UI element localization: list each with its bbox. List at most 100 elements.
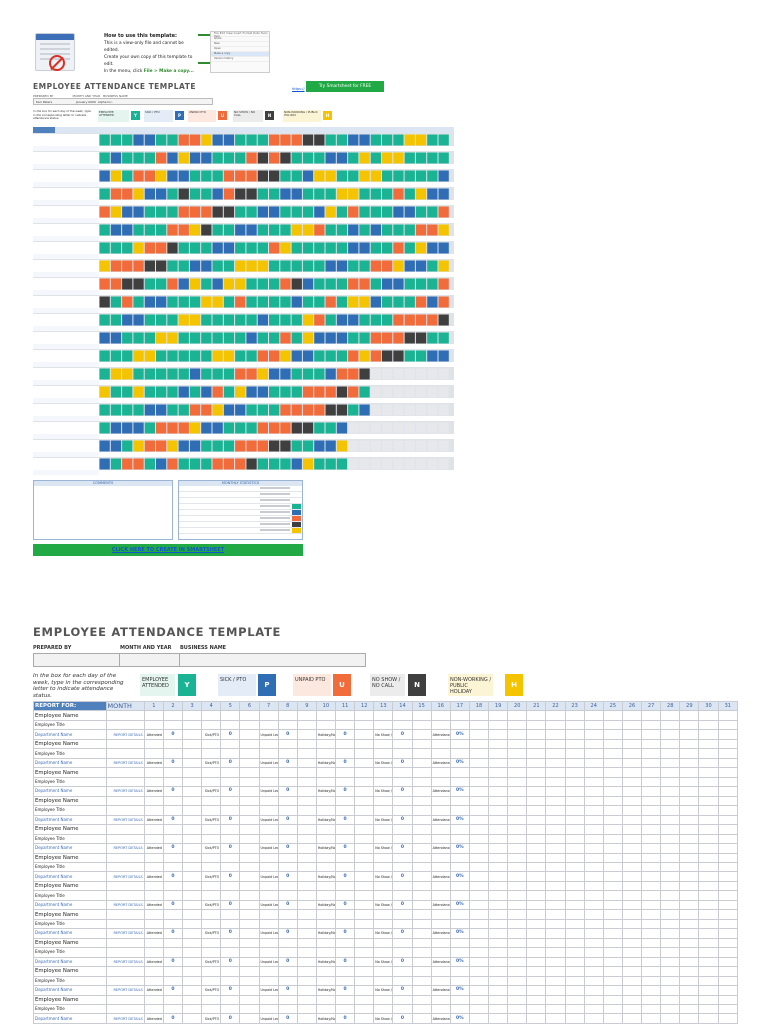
attendance-cell[interactable] [277,890,298,901]
attendance-cell[interactable] [602,1003,623,1015]
attendance-cell[interactable] [545,966,566,977]
attendance-cell[interactable] [335,824,356,835]
employee-name[interactable]: Employee Name [33,738,107,750]
attendance-cell[interactable] [239,861,260,873]
attendance-cell[interactable] [468,824,490,835]
attendance-cell[interactable] [679,833,700,845]
attendance-cell[interactable] [258,1003,279,1015]
attendance-cell[interactable] [392,833,413,845]
attendance-cell[interactable] [239,710,260,721]
attendance-cell[interactable] [201,767,222,778]
attendance-cell[interactable] [430,833,451,845]
attendance-cell[interactable] [411,767,432,778]
attendance-cell[interactable] [220,748,241,759]
attendance-cell[interactable] [660,719,681,731]
attendance-cell[interactable] [526,861,547,873]
attendance-cell[interactable] [296,738,317,750]
attendance-cell[interactable] [392,947,413,958]
attendance-cell[interactable] [621,852,643,863]
attendance-cell[interactable] [488,748,509,759]
attendance-cell[interactable] [239,966,260,977]
attendance-cell[interactable] [526,966,547,977]
attendance-cell[interactable] [564,833,585,845]
attendance-cell[interactable] [354,975,375,987]
attendance-cell[interactable] [335,719,356,731]
attendance-cell[interactable] [641,861,662,873]
attendance-cell[interactable] [277,824,298,835]
attendance-cell[interactable] [258,738,279,750]
attendance-cell[interactable] [717,719,739,731]
attendance-cell[interactable] [239,1003,260,1015]
attendance-cell[interactable] [679,937,700,949]
attendance-cell[interactable] [239,975,260,987]
attendance-cell[interactable] [660,947,681,958]
attendance-cell[interactable] [698,880,719,892]
attendance-cell[interactable] [162,937,184,949]
attendance-cell[interactable] [641,1003,662,1015]
attendance-cell[interactable] [296,947,317,958]
attendance-cell[interactable] [507,909,528,920]
attendance-cell[interactable] [277,918,298,930]
attendance-cell[interactable] [545,880,566,892]
attendance-cell[interactable] [315,719,337,731]
attendance-cell[interactable] [564,918,585,930]
attendance-cell[interactable] [411,805,432,816]
attendance-cell[interactable] [621,880,643,892]
attendance-cell[interactable] [354,880,375,892]
attendance-cell[interactable] [392,852,413,863]
attendance-cell[interactable] [201,918,222,930]
attendance-cell[interactable] [143,738,164,750]
attendance-cell[interactable] [679,975,700,987]
attendance-cell[interactable] [258,776,279,788]
attendance-cell[interactable] [392,767,413,778]
attendance-cell[interactable] [602,738,623,750]
attendance-cell[interactable] [641,748,662,759]
month-year-field[interactable] [120,654,180,666]
attendance-cell[interactable] [315,805,337,816]
attendance-cell[interactable] [220,918,241,930]
attendance-cell[interactable] [392,738,413,750]
attendance-cell[interactable] [717,1003,739,1015]
attendance-cell[interactable] [660,776,681,788]
attendance-cell[interactable] [602,824,623,835]
attendance-cell[interactable] [583,738,604,750]
attendance-cell[interactable] [354,748,375,759]
attendance-cell[interactable] [698,994,719,1006]
attendance-cell[interactable] [296,824,317,835]
attendance-cell[interactable] [660,852,681,863]
attendance-cell[interactable] [239,824,260,835]
attendance-cell[interactable] [641,890,662,901]
attendance-cell[interactable] [507,833,528,845]
attendance-cell[interactable] [239,833,260,845]
attendance-cell[interactable] [182,748,203,759]
attendance-cell[interactable] [220,795,241,807]
attendance-cell[interactable] [354,966,375,977]
attendance-cell[interactable] [526,776,547,788]
attendance-cell[interactable] [373,719,394,731]
attendance-cell[interactable] [296,795,317,807]
attendance-cell[interactable] [583,805,604,816]
attendance-cell[interactable] [335,748,356,759]
attendance-cell[interactable] [296,975,317,987]
attendance-cell[interactable] [296,805,317,816]
attendance-cell[interactable] [162,975,184,987]
attendance-cell[interactable] [488,824,509,835]
attendance-cell[interactable] [488,861,509,873]
attendance-cell[interactable] [449,719,470,731]
attendance-cell[interactable] [201,994,222,1006]
attendance-cell[interactable] [602,890,623,901]
attendance-cell[interactable] [468,776,490,788]
attendance-cell[interactable] [449,767,470,778]
attendance-cell[interactable] [277,937,298,949]
attendance-cell[interactable] [449,947,470,958]
attendance-cell[interactable] [641,824,662,835]
attendance-cell[interactable] [296,880,317,892]
attendance-cell[interactable] [162,852,184,863]
attendance-cell[interactable] [449,833,470,845]
attendance-cell[interactable] [583,710,604,721]
attendance-cell[interactable] [335,937,356,949]
attendance-cell[interactable] [526,824,547,835]
attendance-cell[interactable] [698,805,719,816]
attendance-cell[interactable] [679,918,700,930]
attendance-cell[interactable] [488,975,509,987]
